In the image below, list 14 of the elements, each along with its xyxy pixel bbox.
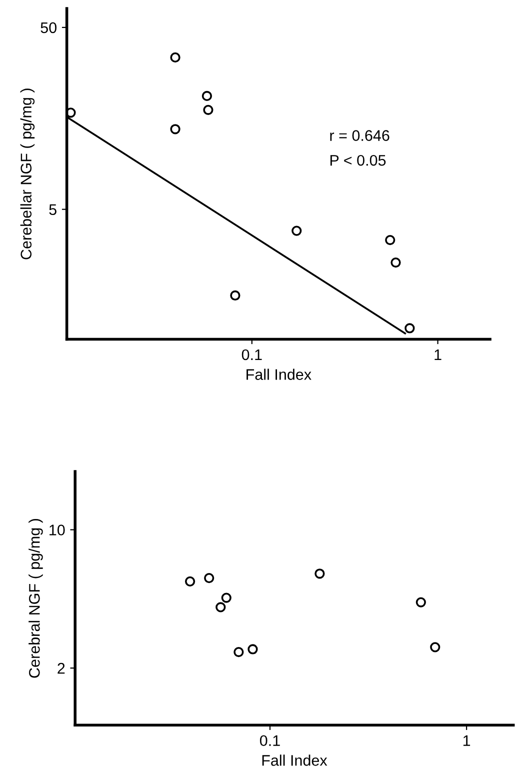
annotation: r = 0.646	[330, 130, 390, 141]
y-axis-title: Cerebellar NGF ( pg/mg )	[20, 88, 35, 260]
x-tick-label: 0.1	[260, 735, 280, 746]
x-tick-label: 0.1	[242, 349, 262, 360]
x-tick-label: 1	[463, 735, 470, 746]
x-axis-title: Fall Index	[262, 754, 328, 766]
y-axis-title: Cerebral NGF ( pg/mg )	[28, 519, 43, 678]
x-tick-label: 1	[434, 349, 442, 360]
y-tick-label: 50	[40, 22, 57, 34]
y-tick-label: 5	[49, 204, 56, 216]
y-tick-label: 10	[50, 524, 65, 536]
x-axis-title: Fall Index	[246, 368, 312, 380]
annotation: P < 0.05	[330, 154, 386, 166]
y-tick-label: 2	[58, 662, 65, 674]
